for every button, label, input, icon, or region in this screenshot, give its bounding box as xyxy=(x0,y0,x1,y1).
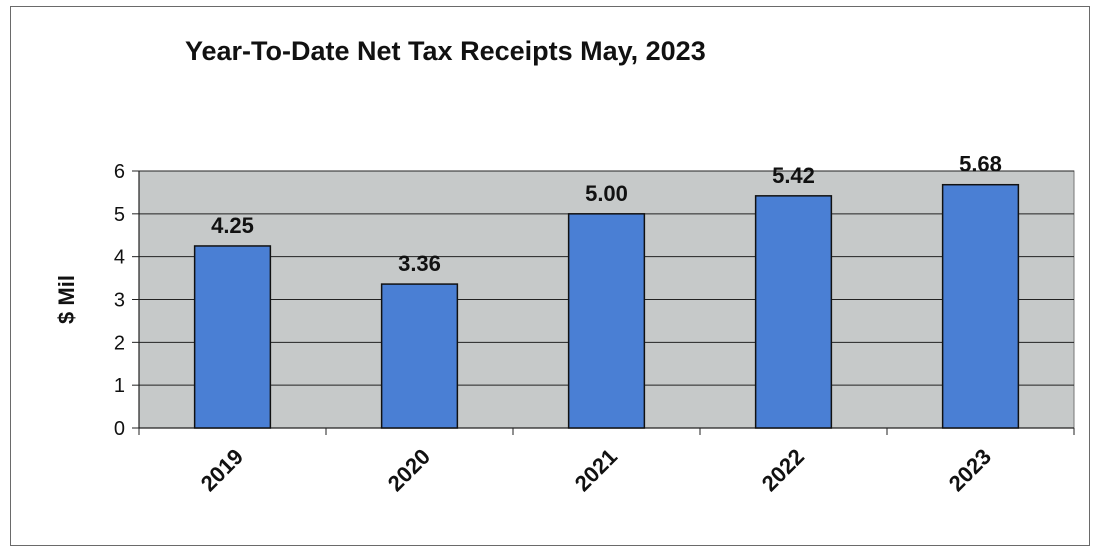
bar xyxy=(941,183,1020,429)
y-tick-label: 6 xyxy=(114,161,125,183)
x-tick-label: 2021 xyxy=(570,444,622,496)
y-tick-label: 5 xyxy=(114,204,125,226)
x-tick-label: 2022 xyxy=(757,444,809,496)
y-axis-title: $ Mil xyxy=(54,275,79,324)
data-label: 4.25 xyxy=(211,213,254,238)
plot-area: 0 1 2 3 4 5 6 4.25 2019 3.36 2020 5.00 2021 5.42 2022 5… xyxy=(114,152,1075,496)
bar xyxy=(754,195,833,429)
x-tick-label: 2020 xyxy=(383,444,435,496)
chart-title: Year-To-Date Net Tax Receipts May, 2023 xyxy=(185,36,706,66)
y-tick-label: 2 xyxy=(114,332,125,354)
data-label: 3.36 xyxy=(398,251,441,276)
data-label: 5.00 xyxy=(585,181,628,206)
x-tick-label: 2023 xyxy=(944,444,996,496)
bar xyxy=(380,283,459,429)
data-label: 5.68 xyxy=(959,152,1002,177)
y-tick-label: 0 xyxy=(114,418,125,440)
y-tick-label: 4 xyxy=(114,247,125,269)
y-tick-label: 1 xyxy=(114,375,125,397)
bar xyxy=(193,245,272,429)
data-label: 5.42 xyxy=(772,163,815,188)
x-tick-label: 2019 xyxy=(196,444,248,496)
bar xyxy=(567,213,646,429)
y-tick-label: 3 xyxy=(114,290,125,312)
